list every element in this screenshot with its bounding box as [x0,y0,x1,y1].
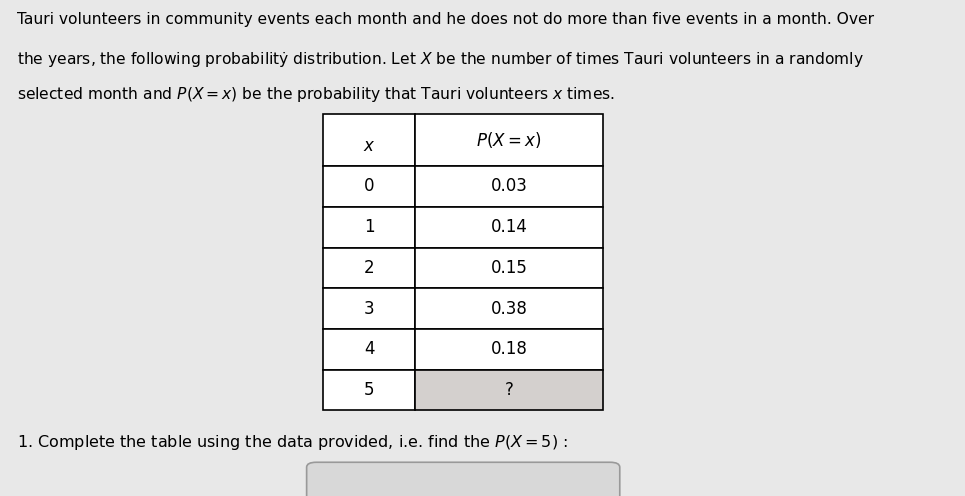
Text: 5: 5 [364,381,374,399]
Bar [323,207,415,248]
FancyBboxPatch shape [307,462,620,496]
Bar [415,370,603,410]
Text: $P(X=x)$: $P(X=x)$ [477,130,541,150]
Text: selected month and $P(\mathit{X}=x)$ be the probability that Tauri volunteers $x: selected month and $P(\mathit{X}=x)$ be … [17,85,616,104]
Text: 4: 4 [364,340,374,358]
Bar [415,288,603,329]
Text: 1: 1 [364,218,374,236]
Text: ?: ? [505,381,513,399]
Bar [415,329,603,370]
Text: Tauri volunteers in community events each month and he does not do more than fiv: Tauri volunteers in community events eac… [17,12,874,27]
Bar [415,207,603,248]
Text: the years, the following probabilitẏ distribution. Let $\mathit{X}$ be the numb: the years, the following probabilitẏ di… [17,49,865,68]
Bar [323,114,415,166]
Bar [323,329,415,370]
Text: 0.38: 0.38 [490,300,528,317]
Text: 0.18: 0.18 [490,340,528,358]
Text: 0.03: 0.03 [490,178,528,195]
Text: 3: 3 [364,300,374,317]
Bar [415,248,603,288]
Bar [323,248,415,288]
Bar [415,166,603,207]
Bar [323,288,415,329]
Text: 2: 2 [364,259,374,277]
Bar [415,114,603,166]
Text: 0.14: 0.14 [490,218,528,236]
Bar [323,166,415,207]
Text: $\mathit{x}$: $\mathit{x}$ [363,137,375,155]
Text: 1. Complete the table using the data provided, i.e. find the $P(X=5)$ :: 1. Complete the table using the data pro… [17,433,568,451]
Bar [323,370,415,410]
Text: 0: 0 [364,178,374,195]
Text: 0.15: 0.15 [490,259,528,277]
